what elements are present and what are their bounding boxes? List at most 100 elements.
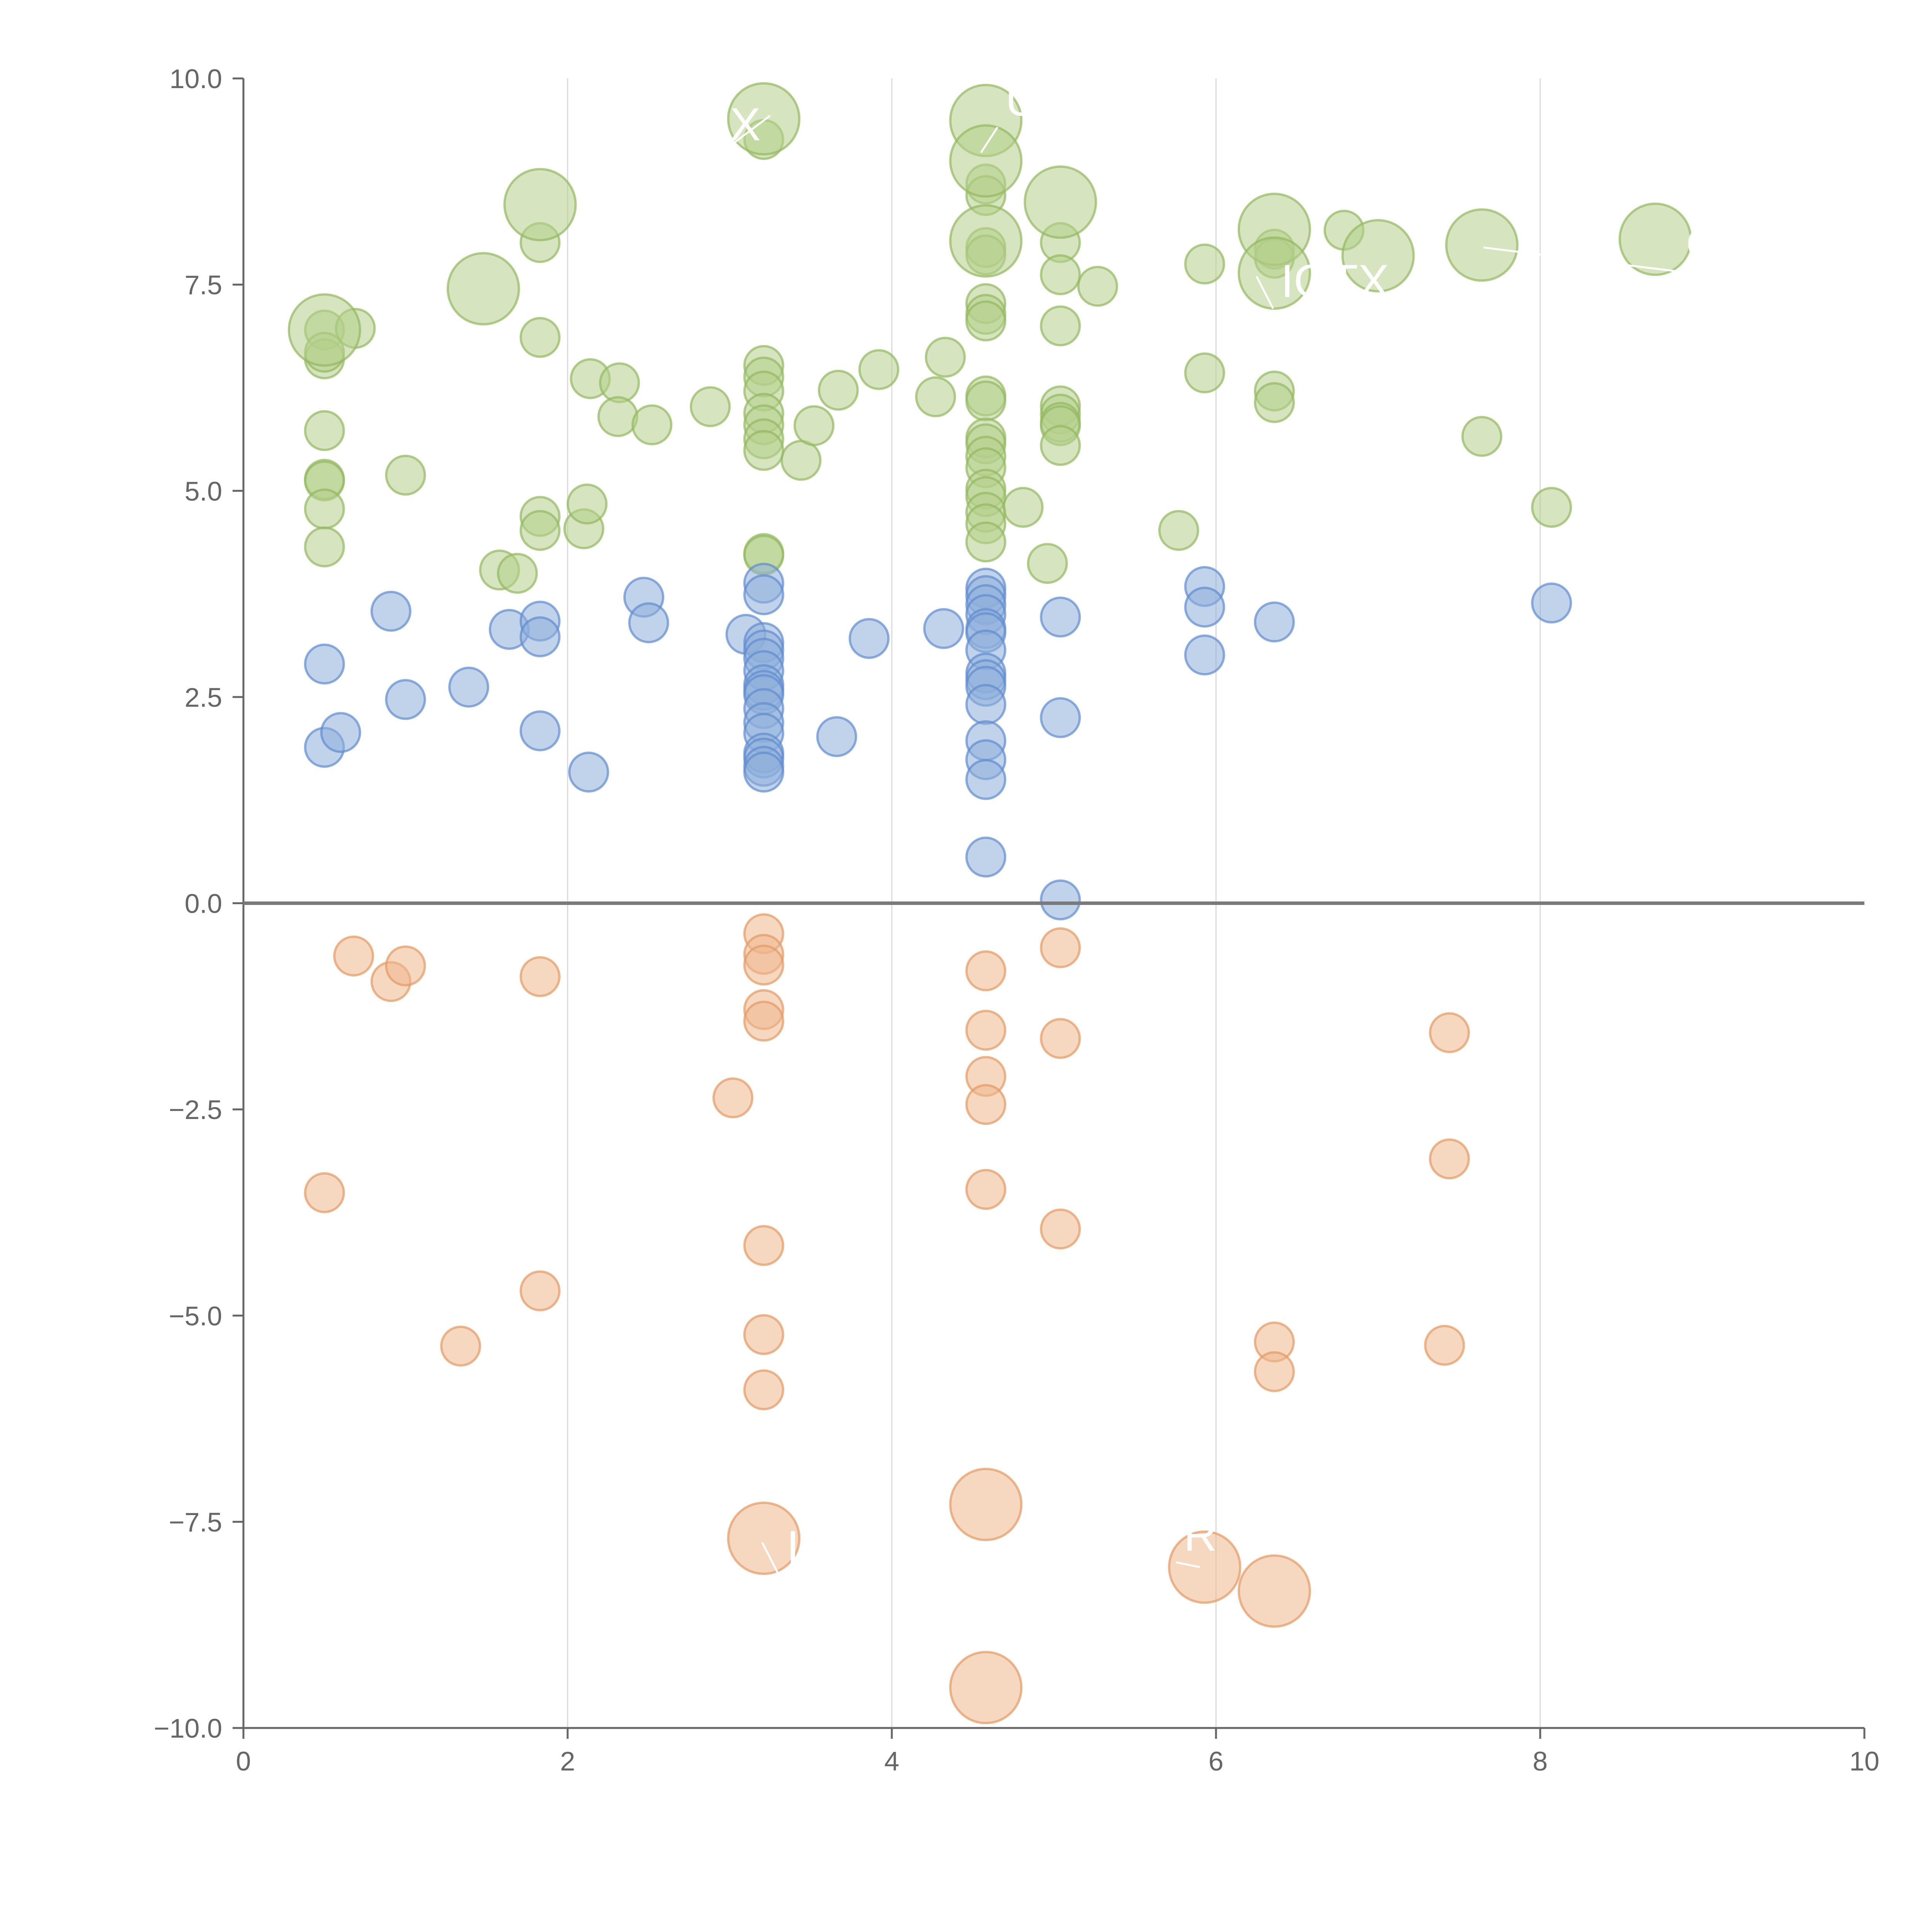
green-bubble-13 (519, 317, 561, 358)
orange-large-bubble-3 (1168, 1530, 1242, 1604)
green-bubble-67 (1077, 265, 1118, 307)
blue-bubble-46 (965, 759, 1007, 800)
blue-bubble-30 (816, 716, 857, 757)
blue-bubble-0 (304, 643, 345, 685)
blue-bubble-10 (568, 752, 609, 793)
blue-bubble-3 (370, 590, 412, 632)
orange-bubble-23 (1040, 1208, 1081, 1250)
y-tick-label-4: 0.0 (185, 889, 222, 919)
y-tick-label-8: −10.0 (154, 1713, 222, 1743)
green-bubble-70 (1184, 352, 1225, 394)
green-bubble-36 (858, 349, 900, 390)
green-bubble-68 (1158, 510, 1199, 551)
blue-bubble-29 (743, 752, 784, 793)
orange-bubble-10 (743, 944, 784, 986)
bubble-layer (287, 82, 1692, 1725)
blue-bubble-53 (1184, 634, 1225, 676)
y-tick-label-6: −5.0 (169, 1301, 222, 1331)
green-bubble-34 (793, 405, 835, 446)
orange-bubble-5 (519, 956, 561, 997)
orange-bubble-0 (304, 1172, 345, 1213)
blue-bubble-9 (519, 710, 561, 752)
green-large-bubble-1 (446, 252, 520, 326)
green-bubble-37 (915, 376, 956, 417)
blue-bubble-15 (743, 574, 784, 616)
x-tick-label-4: 4 (884, 1746, 900, 1776)
y-tick-label-7: −7.5 (169, 1507, 222, 1537)
blue-bubble-55 (1531, 582, 1572, 624)
orange-bubble-21 (1040, 927, 1081, 968)
orange-bubble-4 (440, 1325, 481, 1367)
annotation-leader-5 (1175, 1561, 1200, 1568)
green-large-bubble-7 (1024, 165, 1097, 239)
y-tick-label-2: 5.0 (185, 476, 222, 506)
green-large-bubble-2 (503, 168, 577, 242)
blue-bubble-49 (1040, 697, 1081, 738)
orange-bubble-1 (333, 935, 374, 977)
green-bubble-20 (597, 396, 639, 437)
green-large-bubble-10 (1341, 219, 1415, 293)
blue-bubble-5 (448, 667, 490, 708)
blue-bubble-32 (923, 608, 964, 649)
x-tick-label-10: 10 (1849, 1746, 1879, 1776)
green-bubble-74 (1254, 382, 1295, 423)
orange-bubble-3 (385, 945, 426, 986)
green-bubble-56 (965, 521, 1007, 563)
annotation-label-3: ORJ (1686, 218, 1779, 270)
x-tick-label-6: 6 (1209, 1746, 1224, 1776)
green-large-bubble-6 (949, 204, 1023, 278)
annotation-leader-1 (980, 126, 998, 153)
green-bubble-7 (304, 488, 345, 530)
blue-bubble-54 (1254, 601, 1295, 643)
annotation-label-2: IOTX (1281, 255, 1389, 307)
y-tick-label-0: 10.0 (170, 64, 222, 94)
annotation-leader-2 (1255, 276, 1274, 309)
green-bubble-77 (1531, 486, 1572, 528)
x-tick-label-8: 8 (1533, 1746, 1548, 1776)
green-bubble-15 (519, 510, 561, 551)
green-bubble-38 (925, 337, 966, 378)
green-bubble-8 (304, 526, 345, 568)
green-large-bubble-5 (949, 124, 1023, 198)
annotation-leader-3 (1483, 247, 1679, 273)
orange-bubble-16 (965, 950, 1007, 992)
orange-bubble-13 (743, 1225, 784, 1266)
axis-layer: 0 2 4 6 8 10 10.0 7.5 5.0 2.5 0.0 −2.5 −5.0 −7.5 −10.0 (154, 64, 1879, 1776)
green-bubble-57 (1002, 486, 1044, 528)
annotation-label-5: R (1184, 1509, 1217, 1561)
orange-bubble-17 (965, 1010, 1007, 1051)
green-bubble-29 (743, 430, 784, 471)
x-tick-label-2: 2 (560, 1746, 575, 1776)
green-bubble-76 (1461, 416, 1502, 457)
y-tick-label-1: 7.5 (185, 270, 222, 300)
orange-bubble-14 (743, 1314, 784, 1355)
y-tick-label-3: 2.5 (185, 682, 222, 713)
green-bubble-22 (690, 386, 731, 427)
orange-bubble-7 (712, 1077, 753, 1119)
green-bubble-9 (385, 454, 426, 496)
green-large-bubble-11 (1445, 208, 1519, 282)
blue-bubble-2 (320, 712, 361, 753)
x-tick-label-0: 0 (236, 1746, 251, 1776)
green-bubble-47 (965, 380, 1007, 422)
annotation-label-1: UN (1005, 74, 1072, 126)
green-large-bubble-0 (287, 293, 361, 367)
orange-large-bubble-4 (1238, 1554, 1311, 1628)
green-bubble-66 (1040, 425, 1081, 466)
orange-bubble-27 (1429, 1012, 1470, 1053)
orange-large-bubble-2 (949, 1651, 1023, 1725)
orange-bubble-20 (965, 1169, 1007, 1210)
green-bubble-21 (631, 404, 673, 446)
orange-bubble-19 (965, 1084, 1007, 1125)
annotation-layer: X UN IOTX ORJ IO R (721, 74, 1779, 1575)
blue-bubble-47 (965, 836, 1007, 878)
orange-bubble-6 (519, 1270, 561, 1311)
orange-bubble-26 (1424, 1325, 1465, 1366)
green-bubble-35 (818, 369, 859, 411)
green-bubble-58 (1027, 543, 1068, 584)
orange-bubble-22 (1040, 1018, 1081, 1059)
orange-bubble-25 (1254, 1351, 1295, 1392)
orange-large-bubble-1 (949, 1468, 1023, 1541)
blue-bubble-43 (965, 684, 1007, 725)
